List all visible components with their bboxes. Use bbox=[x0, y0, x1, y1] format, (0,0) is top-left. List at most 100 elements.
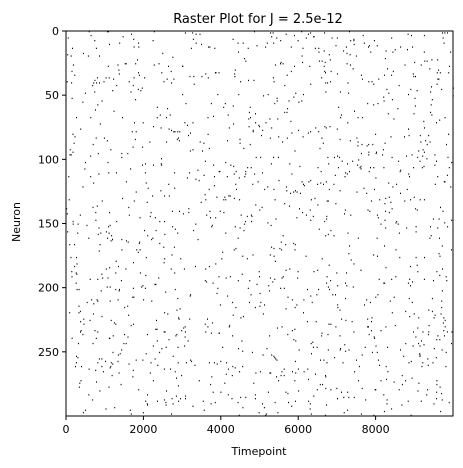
spike bbox=[296, 304, 298, 306]
spike bbox=[132, 287, 134, 289]
spike bbox=[287, 392, 289, 395]
spike bbox=[310, 295, 312, 297]
spike bbox=[331, 37, 333, 39]
spike bbox=[435, 357, 437, 359]
spike bbox=[376, 151, 377, 153]
spike bbox=[105, 231, 107, 233]
spike bbox=[142, 285, 144, 287]
spike bbox=[90, 117, 92, 119]
spike bbox=[360, 165, 362, 168]
spike bbox=[373, 167, 375, 169]
spike bbox=[321, 77, 323, 79]
spike bbox=[327, 233, 329, 236]
spike bbox=[413, 313, 415, 315]
spike bbox=[83, 323, 85, 325]
spike bbox=[264, 304, 265, 306]
spike bbox=[94, 40, 96, 42]
spike bbox=[207, 117, 209, 119]
spike bbox=[223, 106, 225, 108]
spike bbox=[326, 362, 328, 364]
spike bbox=[131, 131, 133, 133]
spike bbox=[246, 215, 248, 218]
spike bbox=[74, 244, 76, 246]
spike bbox=[318, 288, 320, 291]
spike bbox=[112, 90, 114, 92]
spike bbox=[227, 140, 228, 142]
spike bbox=[437, 227, 439, 229]
spike bbox=[110, 362, 112, 364]
spike bbox=[139, 241, 141, 243]
spike bbox=[115, 172, 117, 174]
spike bbox=[426, 158, 428, 160]
spike bbox=[392, 70, 394, 73]
spike bbox=[267, 93, 269, 96]
spike bbox=[209, 46, 211, 48]
spike bbox=[108, 337, 110, 339]
spike bbox=[361, 387, 363, 390]
spike bbox=[350, 64, 351, 66]
spike bbox=[242, 315, 244, 318]
spike bbox=[448, 167, 450, 169]
spike bbox=[225, 232, 227, 234]
spike bbox=[142, 146, 144, 148]
spike bbox=[145, 353, 147, 355]
spike bbox=[207, 77, 209, 79]
spike bbox=[418, 382, 420, 384]
spike bbox=[239, 142, 241, 144]
spike bbox=[97, 362, 99, 364]
spike bbox=[372, 143, 374, 146]
spike bbox=[295, 92, 297, 94]
spike bbox=[79, 382, 81, 384]
spike bbox=[340, 117, 342, 119]
spike bbox=[321, 335, 323, 337]
spike bbox=[99, 123, 101, 125]
spike bbox=[87, 55, 89, 57]
spike bbox=[433, 280, 434, 282]
spike bbox=[419, 354, 421, 356]
spike bbox=[155, 283, 157, 286]
spike bbox=[366, 299, 368, 301]
spike bbox=[134, 138, 136, 141]
spike bbox=[339, 309, 341, 311]
spike bbox=[212, 391, 214, 393]
spike bbox=[446, 331, 448, 333]
spike bbox=[207, 318, 208, 320]
spike bbox=[323, 65, 325, 67]
spike bbox=[275, 218, 277, 220]
spike bbox=[434, 164, 436, 166]
spike bbox=[325, 127, 327, 129]
spike bbox=[124, 333, 126, 336]
spike bbox=[152, 40, 154, 42]
spike bbox=[234, 75, 236, 78]
spike bbox=[165, 404, 167, 406]
spike bbox=[420, 64, 422, 66]
spike bbox=[108, 386, 110, 388]
spike bbox=[309, 403, 311, 405]
spike bbox=[451, 331, 453, 333]
spike bbox=[161, 164, 163, 166]
spike bbox=[399, 256, 401, 259]
spike bbox=[245, 170, 247, 173]
spike bbox=[276, 376, 278, 378]
spike bbox=[364, 346, 366, 348]
spike bbox=[345, 46, 347, 48]
spike bbox=[451, 161, 453, 164]
spike bbox=[234, 226, 236, 228]
spike bbox=[199, 141, 201, 143]
spike bbox=[230, 164, 232, 166]
spike bbox=[446, 280, 448, 282]
spike bbox=[302, 136, 304, 138]
spike bbox=[345, 297, 347, 300]
spike bbox=[437, 335, 439, 337]
spike bbox=[95, 211, 97, 214]
spike bbox=[333, 156, 335, 159]
spike bbox=[261, 134, 262, 137]
spike bbox=[121, 249, 123, 251]
spike bbox=[324, 32, 326, 34]
spike bbox=[138, 389, 140, 391]
spike bbox=[244, 223, 246, 225]
spike bbox=[241, 340, 243, 342]
spike bbox=[152, 345, 154, 347]
spike bbox=[310, 219, 312, 221]
spike bbox=[373, 104, 375, 106]
